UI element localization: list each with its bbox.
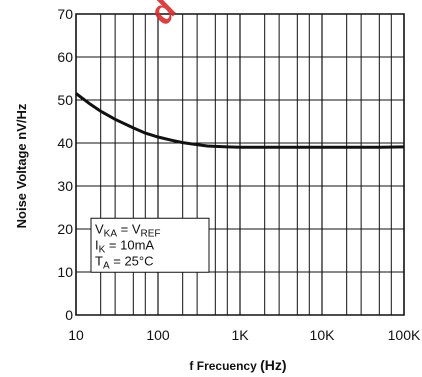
y-tick-label: 50 — [57, 92, 73, 108]
condition-vka: VKA = VREF — [95, 221, 161, 239]
x-tick-label: 1K — [231, 327, 249, 343]
plot-frame — [75, 13, 405, 316]
y-tick-label: 60 — [57, 49, 73, 65]
watermark: d — [141, 0, 185, 31]
conditions-box-frame — [90, 217, 210, 273]
condition-ik: IK = 10mA — [95, 237, 154, 255]
x-axis-title: f Frecuency (Hz) — [189, 357, 286, 373]
y-tick-label: 70 — [57, 6, 73, 22]
condition-ta: TA = 25°C — [95, 253, 154, 271]
x-tick-label: 10 — [68, 327, 84, 343]
y-tick-labels: 0 10 20 30 40 50 60 70 — [57, 6, 73, 323]
x-tick-labels: 10 100 1K 10K 100K — [68, 327, 421, 343]
y-tick-label: 20 — [57, 221, 73, 237]
y-tick-label: 30 — [57, 178, 73, 194]
x-tick-label: 10K — [310, 327, 336, 343]
x-tick-label: 100K — [388, 327, 421, 343]
y-tick-label: 0 — [65, 307, 73, 323]
y-tick-label: 40 — [57, 135, 73, 151]
y-axis-title: Noise Voltage nV/Hz — [14, 103, 29, 228]
y-tick-label: 10 — [57, 264, 73, 280]
conditions-box: VKA = VREF IK = 10mA TA = 25°C — [90, 217, 210, 273]
x-tick-label: 100 — [146, 327, 170, 343]
noise-curve — [75, 92, 405, 149]
